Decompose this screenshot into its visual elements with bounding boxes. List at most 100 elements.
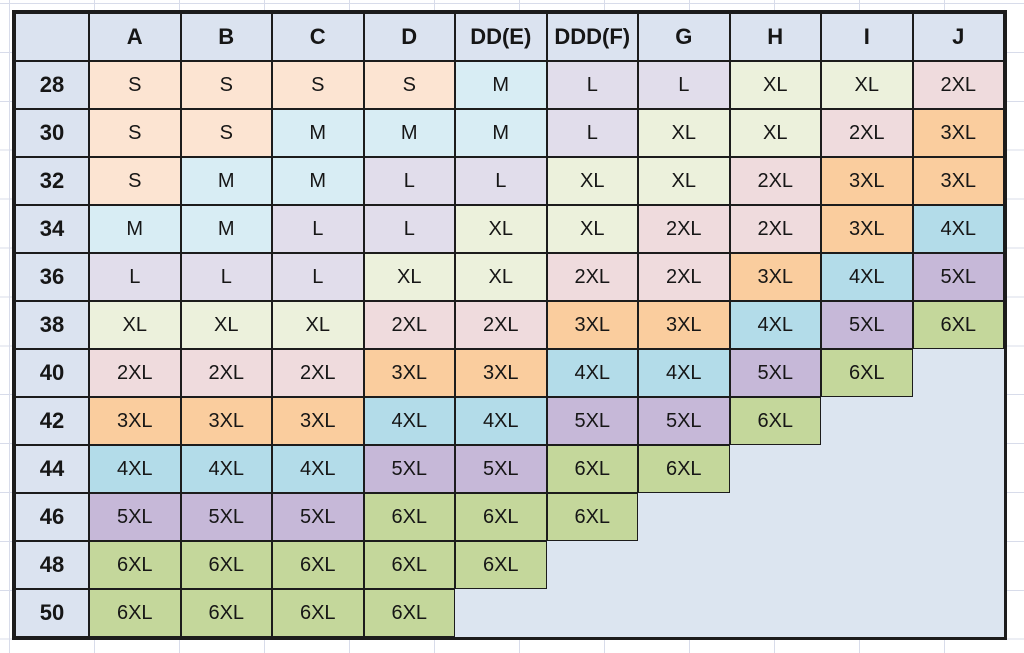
size-cell[interactable]: 3XL (180, 397, 272, 445)
size-cell[interactable]: 2XL (89, 349, 181, 397)
row-header-cell-30[interactable]: 30 (15, 109, 89, 157)
size-cell[interactable]: M (455, 109, 547, 157)
size-cell[interactable]: 4XL (272, 445, 364, 493)
size-cell[interactable]: L (546, 61, 638, 109)
column-header-cell-dddf[interactable]: DDD(F) (546, 13, 638, 61)
size-cell[interactable]: 2XL (455, 301, 547, 349)
size-cell[interactable]: XL (729, 61, 821, 109)
size-cell[interactable]: M (180, 157, 272, 205)
size-cell[interactable]: XL (638, 109, 730, 157)
size-cell[interactable]: 6XL (272, 589, 364, 637)
size-cell[interactable]: 2XL (180, 349, 272, 397)
size-cell[interactable]: XL (546, 205, 638, 253)
size-cell[interactable]: M (89, 205, 181, 253)
size-cell[interactable]: 4XL (546, 349, 638, 397)
size-cell[interactable]: 4XL (912, 205, 1004, 253)
size-cell[interactable]: M (455, 61, 547, 109)
size-cell[interactable]: 2XL (546, 253, 638, 301)
size-cell[interactable]: 5XL (638, 397, 730, 445)
size-cell[interactable]: 6XL (89, 589, 181, 637)
size-cell[interactable]: S (89, 157, 181, 205)
size-cell[interactable]: 2XL (912, 61, 1004, 109)
size-cell[interactable]: 6XL (729, 397, 821, 445)
size-cell[interactable]: 6XL (912, 301, 1004, 349)
size-cell[interactable]: L (546, 109, 638, 157)
column-header-cell-b[interactable]: B (180, 13, 272, 61)
size-cell[interactable]: S (180, 61, 272, 109)
size-cell[interactable]: 3XL (363, 349, 455, 397)
size-cell[interactable]: S (363, 61, 455, 109)
column-header-cell-j[interactable]: J (912, 13, 1004, 61)
size-cell[interactable]: XL (546, 157, 638, 205)
size-cell[interactable]: S (272, 61, 364, 109)
size-cell[interactable]: S (89, 109, 181, 157)
size-cell[interactable]: M (272, 109, 364, 157)
size-cell[interactable]: M (272, 157, 364, 205)
size-cell[interactable]: 4XL (729, 301, 821, 349)
column-header-cell-d[interactable]: D (363, 13, 455, 61)
column-header-cell-dde[interactable]: DD(E) (455, 13, 547, 61)
size-cell[interactable]: L (638, 61, 730, 109)
column-header-cell-c[interactable]: C (272, 13, 364, 61)
size-cell[interactable]: 6XL (363, 589, 455, 637)
size-cell[interactable]: XL (272, 301, 364, 349)
size-cell[interactable]: L (89, 253, 181, 301)
size-cell[interactable]: 5XL (546, 397, 638, 445)
size-cell[interactable]: XL (89, 301, 181, 349)
corner-header-cell[interactable] (15, 13, 89, 61)
size-cell[interactable]: 4XL (455, 397, 547, 445)
row-header-cell-42[interactable]: 42 (15, 397, 89, 445)
size-cell[interactable]: 5XL (729, 349, 821, 397)
size-cell[interactable]: S (89, 61, 181, 109)
size-cell[interactable]: 6XL (180, 541, 272, 589)
size-cell[interactable]: 2XL (638, 253, 730, 301)
size-cell[interactable]: 5XL (912, 253, 1004, 301)
size-cell[interactable]: 5XL (455, 445, 547, 493)
size-cell[interactable]: 4XL (89, 445, 181, 493)
row-header-cell-28[interactable]: 28 (15, 61, 89, 109)
size-cell[interactable]: L (363, 157, 455, 205)
size-cell[interactable]: 3XL (821, 205, 913, 253)
size-cell[interactable]: 4XL (638, 349, 730, 397)
size-cell[interactable]: 5XL (180, 493, 272, 541)
row-header-cell-50[interactable]: 50 (15, 589, 89, 637)
row-header-cell-44[interactable]: 44 (15, 445, 89, 493)
size-cell[interactable]: 3XL (546, 301, 638, 349)
size-cell[interactable]: 4XL (363, 397, 455, 445)
row-header-cell-34[interactable]: 34 (15, 205, 89, 253)
size-cell[interactable]: 5XL (821, 301, 913, 349)
size-cell[interactable]: M (363, 109, 455, 157)
size-cell[interactable]: 2XL (729, 205, 821, 253)
size-cell[interactable]: 3XL (821, 157, 913, 205)
column-header-cell-h[interactable]: H (729, 13, 821, 61)
size-cell[interactable]: S (180, 109, 272, 157)
column-header-cell-i[interactable]: I (821, 13, 913, 61)
size-cell[interactable]: XL (821, 61, 913, 109)
row-header-cell-40[interactable]: 40 (15, 349, 89, 397)
size-cell[interactable]: 6XL (546, 445, 638, 493)
size-cell[interactable]: 3XL (729, 253, 821, 301)
size-cell[interactable]: XL (180, 301, 272, 349)
size-cell[interactable]: XL (455, 253, 547, 301)
size-cell[interactable]: 3XL (912, 109, 1004, 157)
size-cell[interactable]: 6XL (455, 541, 547, 589)
size-cell[interactable]: 6XL (180, 589, 272, 637)
size-cell[interactable]: M (180, 205, 272, 253)
size-cell[interactable]: 6XL (546, 493, 638, 541)
size-cell[interactable]: XL (638, 157, 730, 205)
size-cell[interactable]: L (180, 253, 272, 301)
size-cell[interactable]: 6XL (363, 493, 455, 541)
size-cell[interactable]: 6XL (638, 445, 730, 493)
size-cell[interactable]: 2XL (638, 205, 730, 253)
size-cell[interactable]: 4XL (180, 445, 272, 493)
column-header-cell-a[interactable]: A (89, 13, 181, 61)
size-cell[interactable]: XL (455, 205, 547, 253)
size-cell[interactable]: 6XL (455, 493, 547, 541)
column-header-cell-g[interactable]: G (638, 13, 730, 61)
size-cell[interactable]: 2XL (729, 157, 821, 205)
size-cell[interactable]: 3XL (638, 301, 730, 349)
size-cell[interactable]: 6XL (363, 541, 455, 589)
size-cell[interactable]: 4XL (821, 253, 913, 301)
size-cell[interactable]: L (363, 205, 455, 253)
size-cell[interactable]: 5XL (272, 493, 364, 541)
